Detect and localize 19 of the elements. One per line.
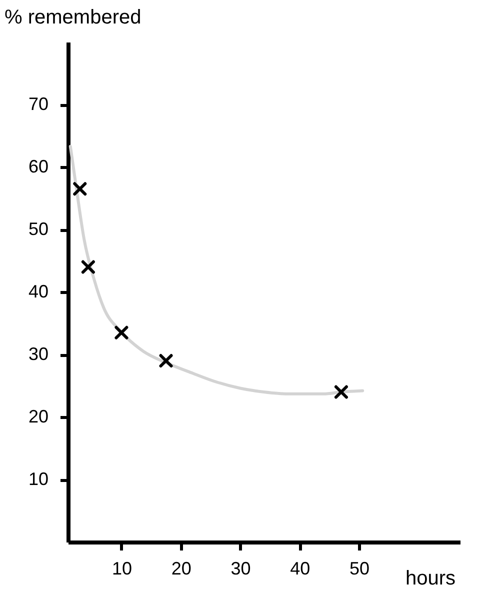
y-tick-label: 30: [28, 344, 48, 364]
y-tick-label: 40: [28, 282, 48, 302]
x-tick-label: 40: [290, 558, 310, 578]
y-axis-title: % remembered: [4, 6, 142, 28]
y-tick-label: 60: [28, 156, 48, 176]
y-tick-label: 20: [28, 406, 48, 426]
point: [73, 182, 87, 196]
point: [334, 385, 348, 399]
x-tick-label: 50: [350, 558, 370, 578]
point: [81, 260, 95, 274]
point: [159, 354, 173, 368]
y-tick-label: 70: [28, 94, 48, 114]
x-tick-label: 10: [112, 558, 132, 578]
y-tick-label: 10: [28, 469, 48, 489]
x-axis-title: hours: [406, 568, 456, 590]
x-tick-label: 20: [171, 558, 192, 578]
y-tick-label: 50: [28, 219, 48, 239]
x-tick-label: 30: [230, 558, 251, 578]
point: [114, 326, 128, 340]
